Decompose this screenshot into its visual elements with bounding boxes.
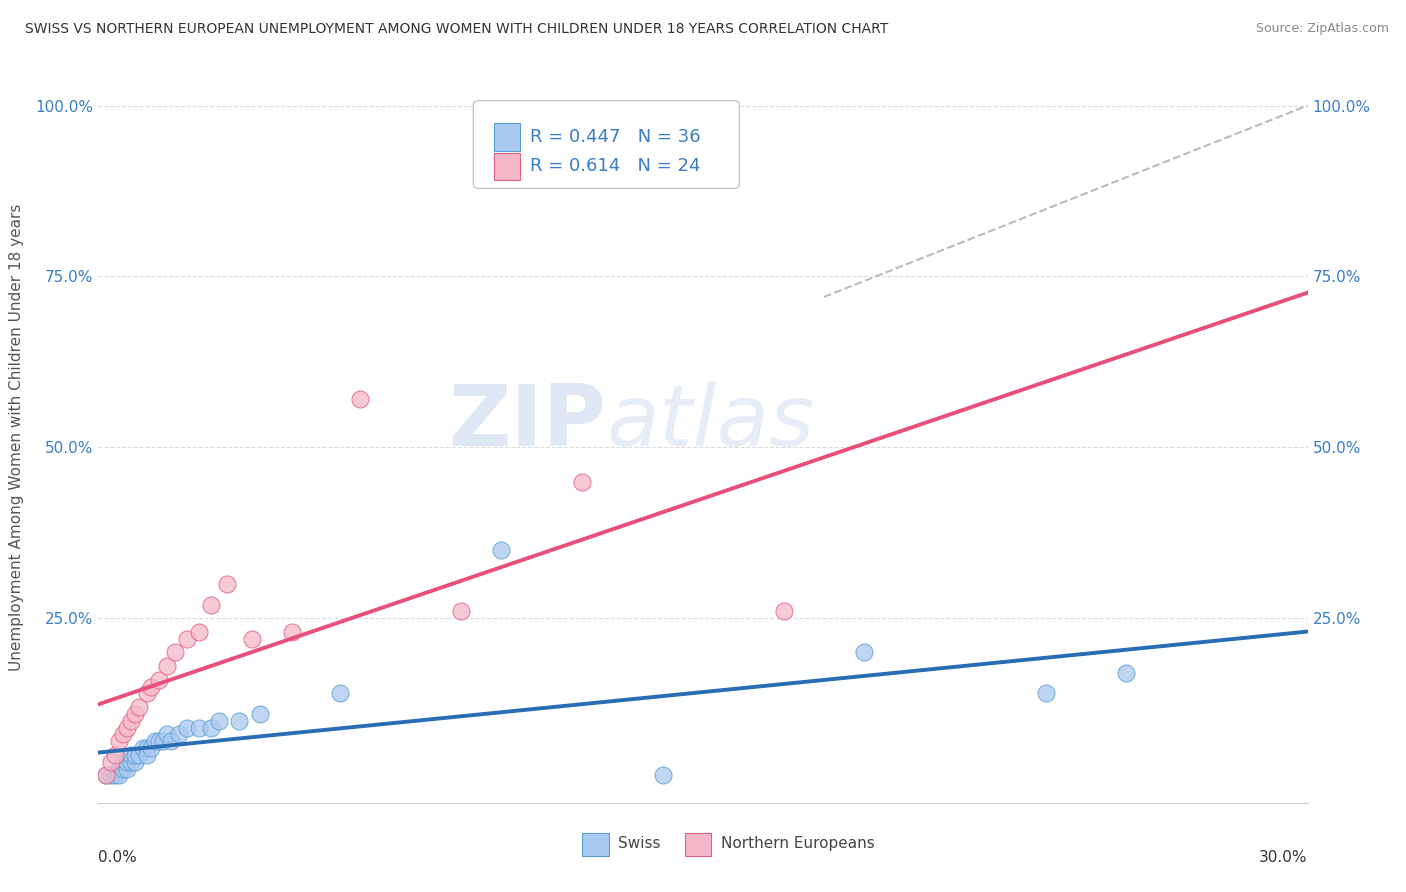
Point [156,727,179,741]
Bar [494,123,520,151]
Point [1115,665,1137,680]
Point [111,727,134,741]
Point [651,768,673,782]
Point [200,598,222,612]
Point [176,632,198,646]
Point [571,475,593,489]
Point [148,734,170,748]
Point [115,721,138,735]
Bar [494,153,520,180]
Text: SWISS VS NORTHERN EUROPEAN UNEMPLOYMENT AMONG WOMEN WITH CHILDREN UNDER 18 YEARS: SWISS VS NORTHERN EUROPEAN UNEMPLOYMENT … [25,22,889,37]
Point [450,604,472,618]
Point [107,768,129,782]
Point [240,632,263,646]
Text: Source: ZipAtlas.com: Source: ZipAtlas.com [1256,22,1389,36]
Point [107,734,129,748]
Text: 30.0%: 30.0% [1260,850,1308,865]
Point [135,741,157,756]
Point [111,762,134,776]
Text: atlas: atlas [606,381,814,464]
Point [143,734,166,748]
Point [100,755,122,769]
Y-axis label: Unemployment Among Women with Children Under 18 years: Unemployment Among Women with Children U… [10,203,24,671]
FancyBboxPatch shape [474,101,740,188]
Point [1035,686,1057,700]
Point [120,747,142,762]
Point [124,747,146,762]
Point [217,577,239,591]
Point [853,645,876,659]
Point [152,734,174,748]
Point [349,392,371,407]
Point [148,673,170,687]
Point [120,755,142,769]
Point [132,741,155,756]
Point [96,768,118,782]
Point [772,604,794,618]
Point [281,624,304,639]
Point [128,747,150,762]
Point [188,721,211,735]
Point [491,542,513,557]
Point [139,680,162,694]
Point [176,721,198,735]
Text: R = 0.614   N = 24: R = 0.614 N = 24 [530,158,700,176]
Point [120,714,142,728]
Point [111,755,134,769]
Point [228,714,250,728]
Point [167,727,190,741]
Point [208,714,231,728]
Point [200,721,222,735]
Point [135,686,157,700]
Bar [582,833,609,856]
Bar [685,833,711,856]
Point [188,624,211,639]
Point [139,741,162,756]
Point [115,762,138,776]
Point [100,768,122,782]
Point [249,706,271,721]
Text: Swiss: Swiss [619,836,661,851]
Point [107,762,129,776]
Text: ZIP: ZIP [449,381,606,464]
Point [115,755,138,769]
Point [103,768,125,782]
Point [124,755,146,769]
Point [124,706,146,721]
Text: 0.0%: 0.0% [98,850,138,865]
Point [128,700,150,714]
Text: R = 0.447   N = 36: R = 0.447 N = 36 [530,128,700,146]
Point [156,659,179,673]
Point [135,747,157,762]
Point [96,768,118,782]
Point [103,747,125,762]
Point [160,734,183,748]
Point [329,686,352,700]
Point [163,645,186,659]
Text: Northern Europeans: Northern Europeans [721,836,875,851]
